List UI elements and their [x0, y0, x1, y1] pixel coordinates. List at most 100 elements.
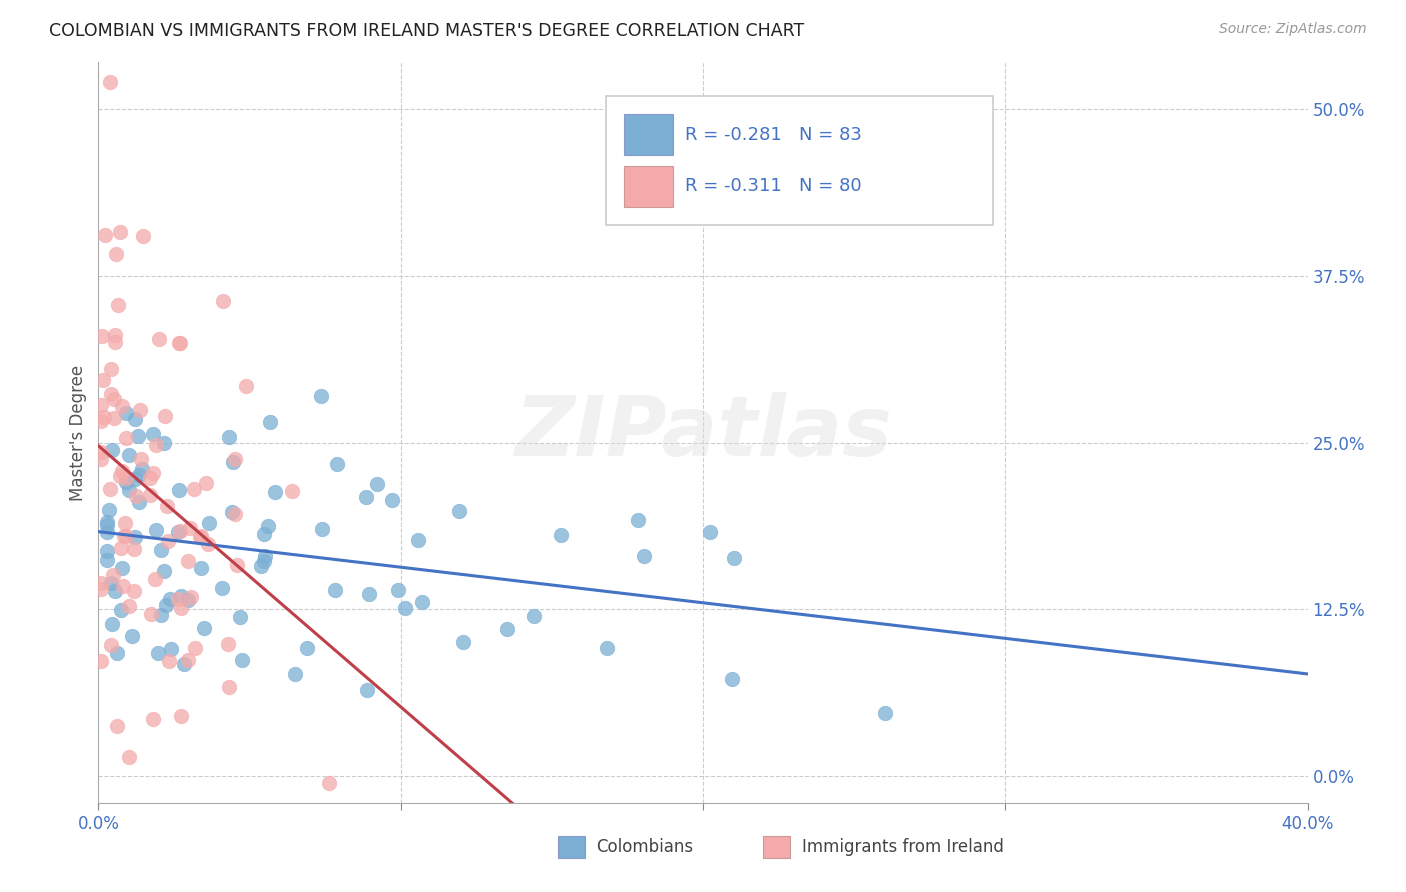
Point: [96, 518, 118, 533]
Point: [124, 530, 146, 544]
Point: [145, 523, 167, 537]
Point: [596, 640, 619, 655]
Point: [122, 584, 145, 599]
Point: [149, 607, 172, 622]
Point: [148, 646, 170, 660]
Point: [104, 327, 127, 342]
Point: [169, 600, 191, 615]
Point: [354, 490, 377, 504]
Point: [105, 646, 128, 660]
Point: [104, 584, 127, 599]
Point: [124, 472, 146, 486]
Point: [211, 581, 233, 595]
Point: [132, 228, 155, 243]
Bar: [624, 166, 673, 207]
Point: [105, 719, 128, 733]
Point: [110, 541, 132, 555]
Point: [170, 590, 193, 604]
Point: [103, 410, 125, 425]
Point: [142, 467, 165, 481]
Point: [224, 507, 246, 521]
Point: [179, 521, 201, 535]
Point: [101, 442, 124, 457]
Point: [115, 431, 138, 445]
Point: [107, 298, 129, 312]
Point: [297, 640, 319, 655]
Text: Immigrants from Ireland: Immigrants from Ireland: [803, 838, 1004, 856]
Point: [90, 452, 112, 467]
Point: [408, 533, 430, 548]
Point: [114, 516, 136, 530]
Point: [127, 429, 149, 443]
Point: [699, 525, 721, 540]
Point: [96, 515, 118, 529]
Point: [550, 528, 572, 542]
Point: [193, 621, 215, 635]
Text: Source: ZipAtlas.com: Source: ZipAtlas.com: [1219, 22, 1367, 37]
Point: [212, 293, 235, 308]
Point: [108, 225, 131, 239]
Point: [873, 706, 896, 720]
Point: [96, 543, 118, 558]
Point: [381, 493, 404, 508]
Point: [128, 495, 150, 509]
Point: [100, 361, 122, 376]
Point: [366, 477, 388, 491]
Point: [111, 561, 134, 575]
Point: [218, 430, 240, 444]
Point: [91, 373, 114, 387]
Point: [90, 398, 112, 412]
Point: [115, 475, 138, 490]
Point: [176, 593, 198, 607]
Point: [184, 640, 207, 655]
Point: [253, 527, 276, 541]
Point: [177, 554, 200, 568]
Point: [188, 530, 211, 544]
Point: [98, 75, 121, 89]
Point: [180, 590, 202, 604]
Point: [224, 452, 246, 467]
Point: [150, 543, 173, 558]
Text: Colombians: Colombians: [596, 838, 693, 856]
Point: [90, 414, 112, 428]
Point: [217, 637, 239, 651]
Point: [118, 448, 141, 462]
Point: [100, 638, 122, 652]
Point: [112, 529, 135, 543]
Bar: [624, 114, 673, 155]
Point: [326, 457, 349, 471]
Point: [90, 445, 112, 459]
Text: COLOMBIAN VS IMMIGRANTS FROM IRELAND MASTER'S DEGREE CORRELATION CHART: COLOMBIAN VS IMMIGRANTS FROM IRELAND MAS…: [49, 22, 804, 40]
Point: [169, 336, 191, 351]
Point: [143, 572, 166, 586]
Point: [229, 610, 252, 624]
Text: ZIPatlas: ZIPatlas: [515, 392, 891, 473]
Point: [124, 541, 146, 556]
Point: [93, 227, 115, 242]
Text: R = -0.281   N = 83: R = -0.281 N = 83: [685, 126, 862, 144]
Point: [153, 565, 176, 579]
Point: [128, 402, 150, 417]
Y-axis label: Master's Degree: Master's Degree: [69, 365, 87, 500]
Point: [111, 399, 134, 413]
Point: [523, 608, 546, 623]
Point: [166, 592, 188, 607]
Point: [156, 499, 179, 513]
Point: [323, 583, 346, 598]
Point: [96, 524, 118, 539]
Point: [103, 392, 125, 407]
Point: [451, 635, 474, 649]
Point: [222, 455, 245, 469]
Point: [627, 513, 650, 527]
Point: [118, 483, 141, 497]
Point: [169, 524, 191, 539]
Point: [111, 579, 134, 593]
Point: [91, 329, 114, 343]
Point: [108, 469, 131, 483]
Point: [93, 410, 115, 425]
Point: [139, 488, 162, 502]
Point: [103, 567, 125, 582]
Point: [148, 332, 170, 346]
Point: [254, 549, 277, 564]
Point: [142, 426, 165, 441]
